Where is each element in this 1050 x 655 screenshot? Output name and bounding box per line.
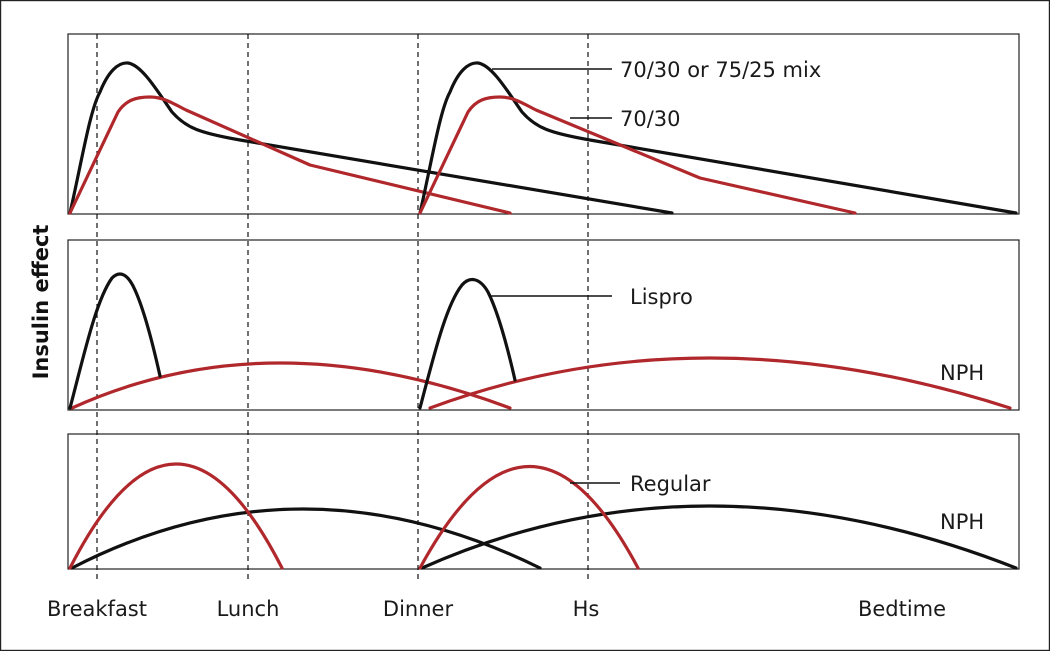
nph-curve-evening-p3 — [420, 504, 1018, 570]
nph-curve-morning — [70, 361, 512, 410]
panel-mixed — [67, 33, 1020, 215]
nph-curve-evening — [428, 356, 1012, 410]
label-nph-panel2: NPH — [940, 361, 984, 385]
mix-curve-evening — [418, 61, 1018, 215]
regular-curve-evening — [418, 464, 640, 570]
x-label-lunch: Lunch — [217, 597, 280, 621]
x-label-breakfast: Breakfast — [47, 597, 147, 621]
x-label-hs: Hs — [573, 597, 600, 621]
lispro-curve-evening — [418, 277, 517, 410]
lispro-curve-morning — [68, 272, 162, 410]
x-label-bedtime: Bedtime — [858, 597, 946, 621]
panel-regular-nph — [67, 433, 1020, 570]
x-label-dinner: Dinner — [383, 597, 454, 621]
panel-lispro-nph — [67, 239, 1020, 411]
label-regular: Regular — [630, 472, 711, 496]
premix-7030-curve-evening — [418, 95, 857, 215]
label-lispro: Lispro — [630, 285, 693, 309]
label-nph-panel3: NPH — [940, 510, 984, 534]
label-mix: 70/30 or 75/25 mix — [620, 58, 821, 82]
premix-7030-curve-morning — [68, 95, 512, 215]
y-axis-label: Insulin effect — [29, 225, 53, 380]
regular-curve-morning — [68, 462, 284, 570]
mix-curve-morning — [68, 61, 674, 215]
label-7030: 70/30 — [620, 107, 681, 131]
nph-curve-morning-p3 — [70, 507, 542, 570]
